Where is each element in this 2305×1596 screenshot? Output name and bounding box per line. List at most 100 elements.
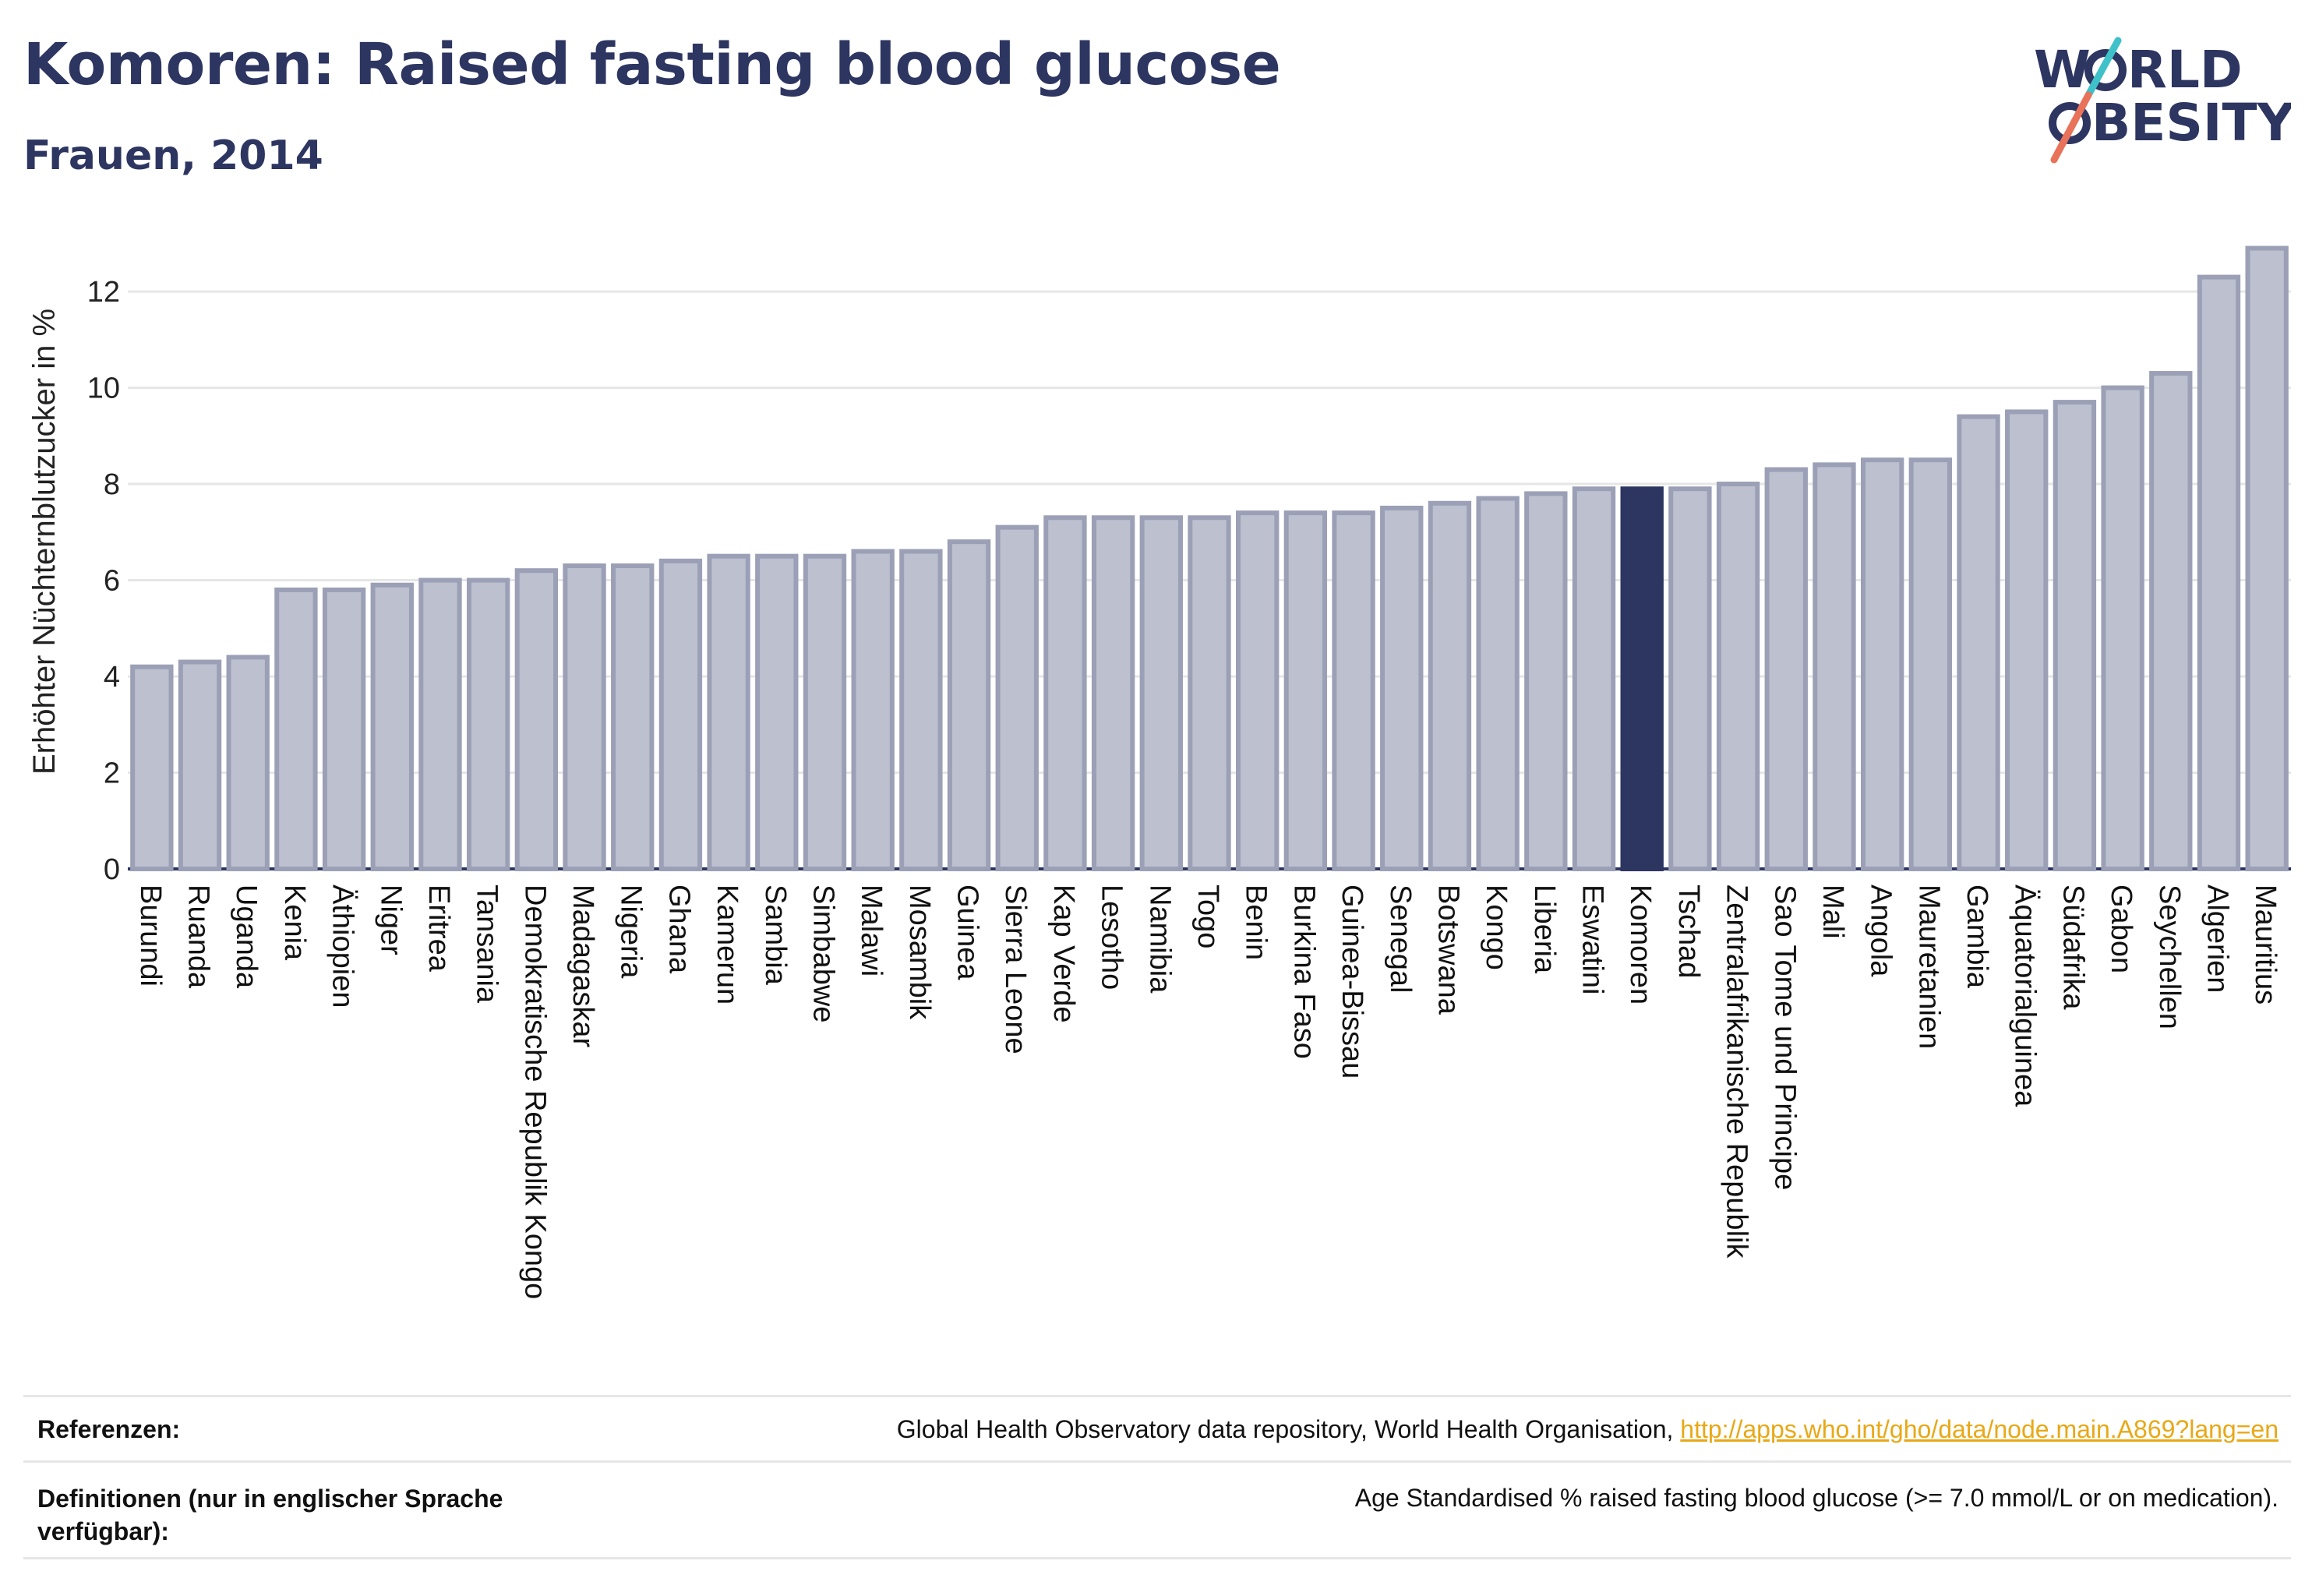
x-tick-label: Ruanda	[182, 885, 215, 989]
x-tick-label: Mauritius	[2249, 885, 2282, 1005]
bar	[1572, 486, 1616, 871]
x-tick-label: Mauretanien	[1912, 885, 1945, 1049]
chart-title: Komoren: Raised fasting blood glucose	[23, 31, 1281, 98]
bar	[803, 553, 847, 871]
footer-divider-top	[23, 1395, 2291, 1397]
x-tick-label: Kenia	[278, 885, 311, 961]
bar	[178, 659, 222, 871]
bar	[2245, 245, 2289, 872]
x-axis-labels: Burundi Ruanda Uganda Kenia Äthiopien Niger Er…	[134, 885, 2282, 1299]
bar	[1764, 467, 1808, 871]
definitions-text: Age Standardised % raised fasting blood …	[1354, 1484, 2279, 1512]
x-tick-label: Sao Tome und Principe	[1768, 885, 1801, 1190]
bar	[1043, 515, 1087, 871]
x-tick-label: Botswana	[1431, 885, 1464, 1015]
bar	[1716, 482, 1760, 871]
x-tick-label: Äthiopien	[327, 885, 359, 1008]
x-tick-label: Äquatorialguinea	[2009, 885, 2042, 1107]
x-tick-label: Malawi	[855, 885, 888, 976]
x-tick-label: Seychellen	[2153, 885, 2186, 1029]
bar	[1332, 510, 1375, 872]
x-tick-label: Südafrika	[2056, 885, 2089, 1010]
x-tick-label: Burkina Faso	[1287, 885, 1320, 1059]
x-tick-label: Simbabwe	[807, 885, 839, 1022]
bar	[851, 549, 895, 871]
x-tick-label: Algerien	[2201, 885, 2233, 993]
x-tick-label: Guinea-Bissau	[1336, 885, 1368, 1079]
x-tick-label: Angola	[1865, 885, 1897, 977]
definitions-row: Definitionen (nur in englischer Sprache …	[23, 1460, 2291, 1554]
bar	[995, 524, 1039, 871]
x-tick-label: Gabon	[2105, 885, 2137, 973]
x-tick-label: Niger	[374, 885, 407, 955]
bar	[563, 563, 606, 871]
x-tick-label: Tansania	[471, 885, 503, 1004]
references-row: Referenzen: Global Health Observatory da…	[23, 1395, 2291, 1460]
x-tick-label: Senegal	[1384, 885, 1417, 993]
bar	[226, 655, 270, 871]
bar	[1091, 515, 1135, 871]
bar	[2053, 400, 2097, 871]
bar	[2005, 409, 2049, 871]
y-tick-label: 8	[104, 468, 120, 501]
x-tick-label: Burundi	[134, 885, 167, 987]
bar	[658, 558, 703, 872]
bars	[130, 245, 2289, 872]
bar	[130, 664, 174, 871]
bar	[274, 587, 318, 871]
x-tick-label: Kap Verde	[1047, 885, 1080, 1022]
x-tick-label: Nigeria	[615, 885, 648, 979]
x-tick-label: Togo	[1191, 885, 1224, 948]
bar	[1668, 486, 1712, 871]
bar	[1283, 510, 1328, 872]
y-tick-label: 4	[104, 661, 120, 694]
bar	[1813, 462, 1856, 871]
definitions-label-line1: Definitionen (nur in englischer Sprache	[37, 1485, 503, 1513]
x-tick-label: Kamerun	[711, 885, 743, 1005]
x-tick-label: Guinea	[951, 885, 984, 980]
svg-text:W: W	[2034, 40, 2091, 100]
svg-text:RLD: RLD	[2127, 40, 2243, 100]
bar	[1380, 505, 1424, 871]
y-tick-label: 10	[87, 373, 120, 405]
x-tick-label: Demokratische Republik Kongo	[518, 885, 551, 1299]
definitions-label-line2: verfügbar):	[37, 1517, 169, 1545]
chart-subtitle: Frauen, 2014	[23, 132, 323, 179]
bar	[947, 539, 991, 871]
bar	[1476, 496, 1520, 871]
svg-text:BESITY: BESITY	[2091, 93, 2291, 153]
y-tick-label: 6	[104, 565, 120, 598]
definitions-label: Definitionen (nur in englischer Sprache …	[37, 1482, 503, 1548]
references-source: Global Health Observatory data repositor…	[896, 1415, 1674, 1443]
references-text: Global Health Observatory data repositor…	[897, 1415, 2279, 1444]
bar	[1908, 457, 1953, 871]
bar	[899, 549, 943, 871]
x-tick-label: Liberia	[1528, 885, 1561, 974]
x-tick-label: Mali	[1816, 885, 1849, 939]
bar	[322, 587, 366, 871]
x-tick-label: Benin	[1240, 885, 1273, 960]
bar	[1957, 414, 2000, 871]
bar-highlighted	[1620, 486, 1664, 871]
bar	[1524, 491, 1568, 872]
bar	[755, 553, 799, 871]
x-tick-label: Lesotho	[1096, 885, 1128, 990]
x-tick-label: Madagaskar	[567, 885, 599, 1047]
y-tick-label: 12	[87, 276, 120, 309]
x-tick-label: Gambia	[1961, 885, 1993, 989]
x-tick-label: Uganda	[230, 885, 263, 989]
bar	[1860, 457, 1904, 871]
y-axis-ticks: 0 2 4 6 8 10 12	[87, 276, 120, 886]
footer-divider-middle	[23, 1460, 2291, 1463]
bar	[418, 577, 462, 872]
bar-chart: 0 2 4 6 8 10 12 Burundi Ruanda Uganda Kenia Äthiop…	[27, 245, 2291, 1299]
x-tick-label: Kongo	[1480, 885, 1513, 970]
x-tick-label: Zentralafrikanische Republik	[1721, 885, 1753, 1259]
bar	[1139, 515, 1183, 871]
bar	[370, 582, 414, 872]
bar	[1428, 500, 1472, 871]
bar	[514, 568, 559, 871]
bar	[466, 577, 510, 872]
references-link[interactable]: http://apps.who.int/gho/data/node.main.A…	[1680, 1415, 2279, 1443]
x-tick-label: Sierra Leone	[999, 885, 1032, 1054]
